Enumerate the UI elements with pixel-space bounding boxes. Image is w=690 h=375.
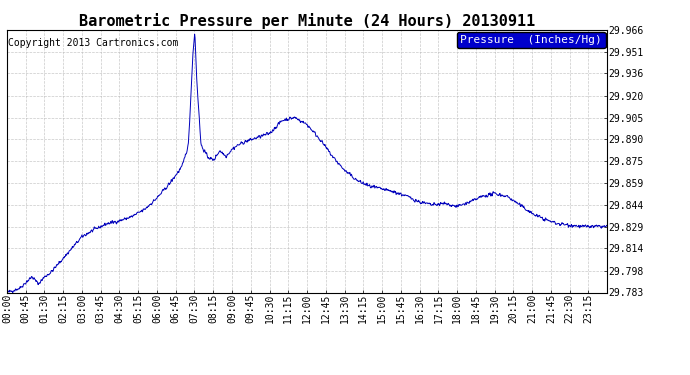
Legend: Pressure  (Inches/Hg): Pressure (Inches/Hg)	[457, 32, 606, 48]
Title: Barometric Pressure per Minute (24 Hours) 20130911: Barometric Pressure per Minute (24 Hours…	[79, 13, 535, 29]
Text: Copyright 2013 Cartronics.com: Copyright 2013 Cartronics.com	[8, 38, 179, 48]
